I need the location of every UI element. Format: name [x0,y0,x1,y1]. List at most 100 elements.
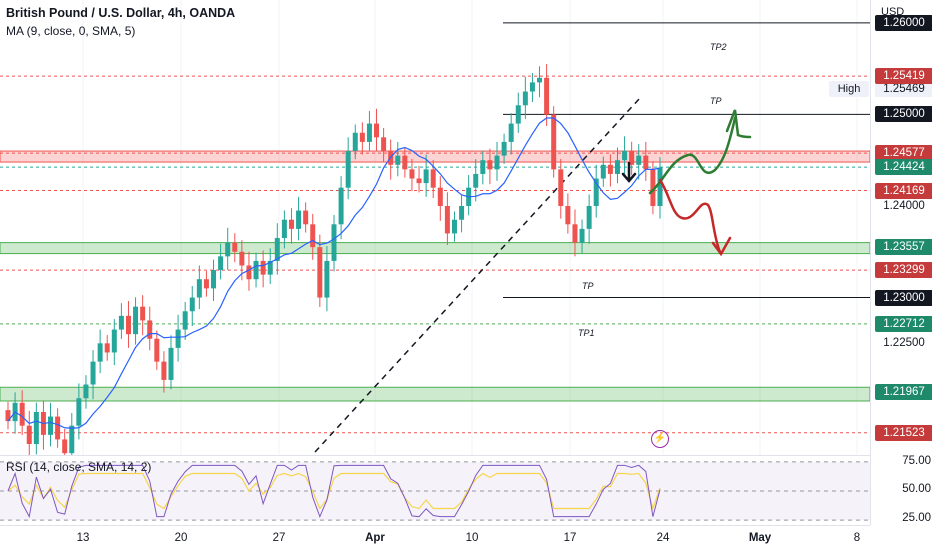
candle-body [111,329,117,353]
candle-body [352,132,358,152]
high-label: High [829,81,869,97]
candle-body [451,219,457,234]
candle-body [168,347,174,380]
candle-body [203,279,209,289]
candle-body [239,251,245,266]
candle-body [140,306,146,321]
candle-body [537,77,543,83]
price-level-label[interactable]: 1.23000 [875,289,932,306]
candle-body [83,384,89,399]
candle-body [211,270,217,289]
candle-body [175,329,181,348]
candle-body [288,219,294,229]
candle-body [437,187,443,206]
time-tick: Apr [365,532,385,544]
candle-body [5,410,11,422]
price-level-label[interactable]: 1.25419 [875,68,932,85]
rsi-tick-25: 25.00 [902,512,931,524]
candle-body [69,425,75,454]
price-level-label[interactable]: 1.25000 [875,106,932,123]
candle-body [416,178,422,184]
rsi-ma-line [7,472,661,511]
bearish-arrowhead [711,236,732,257]
candle-body [558,169,564,206]
resistance-zone [0,150,870,163]
candle-body [494,155,500,170]
candle-body [147,320,153,339]
flash-event-icon[interactable]: ⚡ [651,430,669,448]
candle-body [593,178,599,206]
price-chart[interactable] [0,0,870,455]
candle-body [182,311,188,330]
candle-body [402,155,408,170]
candle-body [218,256,224,271]
main-chart-pane[interactable]: British Pound / U.S. Dollar, 4h, OANDA M… [0,0,870,455]
candle-body [444,205,450,234]
candle-body [501,141,507,156]
price-level-label[interactable]: 1.24424 [875,159,932,176]
candle-body [310,224,316,248]
time-tick: 24 [656,532,670,544]
price-level-label[interactable]: 1.26000 [875,14,932,31]
rsi-tick-75: 75.00 [902,455,931,467]
candle-body [90,361,96,385]
candle-body [430,169,436,188]
price-level-label[interactable]: 1.21967 [875,384,932,401]
bullish-tail [736,133,752,139]
price-level-label[interactable]: 1.22712 [875,315,932,332]
ma-line [7,117,661,429]
price-level-label[interactable]: 1.23557 [875,238,932,255]
rsi-pane[interactable]: RSI (14, close, SMA, 14, 2) [0,455,870,526]
tp-lower-label: TP [582,281,594,291]
candle-body [381,137,387,152]
price-level-label[interactable]: 1.24169 [875,182,932,199]
candle-body [522,91,528,106]
price-level-label[interactable]: 1.23299 [875,262,932,279]
candle-body [544,77,550,115]
candle-body [614,160,620,174]
rsi-chart[interactable] [0,456,870,526]
price-level-label[interactable]: 1.24000 [883,199,925,212]
candle-body [118,315,124,330]
time-tick: 8 [853,532,861,544]
candle-body [423,169,429,184]
price-level-label[interactable]: 1.22500 [883,337,925,350]
candle-body [473,173,479,188]
price-level-label[interactable]: 1.24577 [875,145,932,162]
time-axis[interactable]: 13 20 27 Apr 10 17 24 May 8 [0,525,870,551]
candle-body [55,416,61,440]
support-zone-lower [0,386,870,402]
rsi-line [7,464,661,519]
candle-body [62,439,68,454]
tp-upper-label: TP [710,96,722,106]
time-tick: May [748,532,772,544]
rsi-legend[interactable]: RSI (14, close, SMA, 14, 2) [6,460,152,474]
candle-body [48,416,54,435]
price-axis[interactable]: USD High 1.25469 1.26000 1.25419 1.25000 1.… [829,0,932,525]
tp2-label: TP2 [710,42,727,52]
candle-body [296,210,302,229]
candle-body [650,169,656,206]
candle-body [551,114,557,170]
price-level-label[interactable]: 1.21523 [875,424,932,441]
down-arrow-marker [621,161,637,183]
candle-body [196,279,202,298]
time-tick: 17 [563,532,577,544]
bearish-path [658,178,722,254]
candle-body [409,169,415,179]
candle-body [26,425,32,445]
candle-body [529,82,535,92]
candle-body [267,260,273,275]
candle-body [636,155,642,165]
ma-legend[interactable]: MA (9, close, 0, SMA, 5) [6,24,136,38]
rsi-tick-50: 50.00 [902,483,931,495]
candle-body [253,260,259,280]
time-tick: 13 [76,532,90,544]
candle-body [281,219,287,239]
candle-body [607,164,613,174]
candle-body [19,402,25,426]
bullish-arrowhead [725,109,740,137]
time-tick: 10 [465,532,479,544]
tp1-label: TP1 [578,328,595,338]
candle-body [359,132,365,142]
